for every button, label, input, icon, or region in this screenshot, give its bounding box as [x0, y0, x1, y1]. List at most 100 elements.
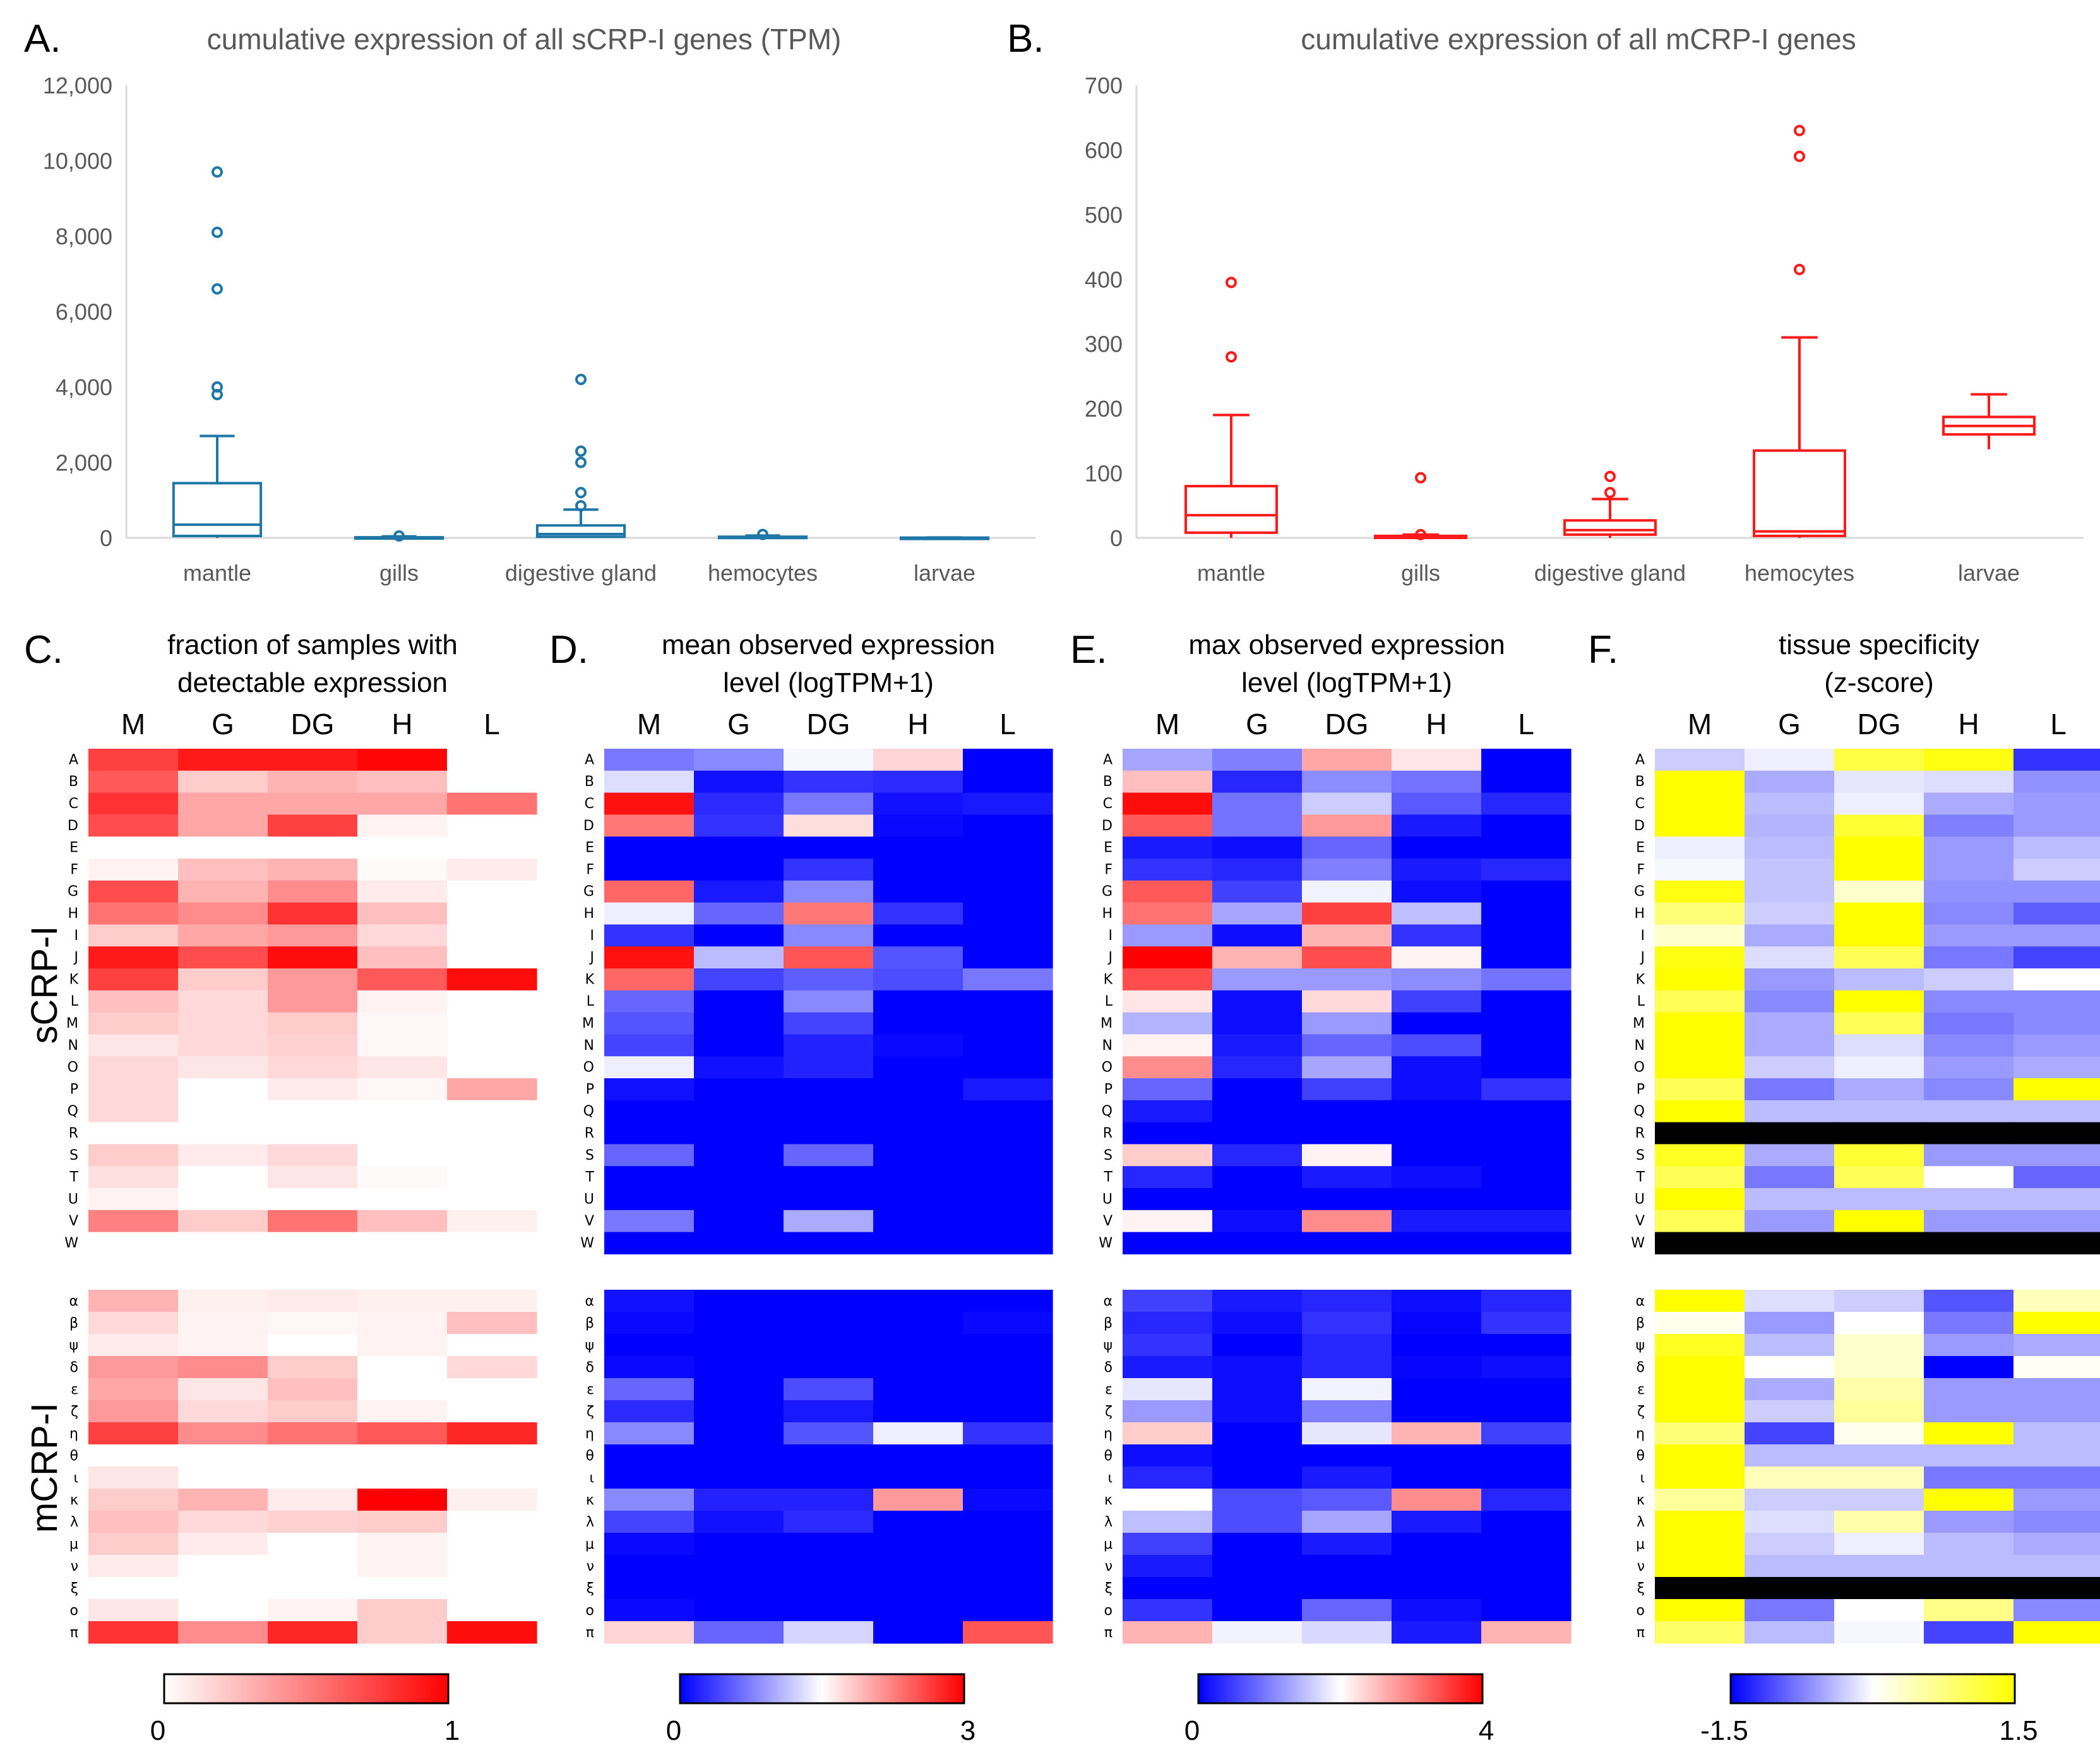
row-label: κ: [586, 1492, 594, 1508]
heatmap-cell: [447, 1444, 537, 1467]
column-header: M: [121, 708, 145, 741]
heatmap-cell: [784, 1511, 874, 1533]
heatmap-cell: [178, 1034, 268, 1057]
heatmap-cell: [604, 1056, 695, 1079]
heatmap-cell: [268, 1210, 358, 1233]
heatmap-cell: [1392, 1188, 1482, 1211]
outlier-point: [1794, 150, 1805, 162]
heatmap-cell: [694, 1356, 784, 1379]
heatmap-cell: [694, 770, 784, 794]
heatmap-cell: [268, 990, 358, 1013]
heatmap-cell: [963, 1290, 1053, 1312]
heatmap-cell: [694, 1489, 784, 1511]
heatmap-cell: [447, 814, 537, 837]
heatmap-cell: [963, 1378, 1053, 1401]
heatmap-cell: [784, 880, 874, 903]
heatmap-cell: [268, 1422, 358, 1445]
row-label: θ: [1104, 1448, 1113, 1464]
heatmap-cell: [1924, 1621, 2014, 1644]
heatmap-cell: [784, 1312, 874, 1335]
box-gills: [1374, 472, 1467, 540]
heatmap-cell: [1834, 770, 1924, 794]
heatmap-cell: [604, 1122, 695, 1145]
heatmap-cell: [1834, 1533, 1924, 1556]
heatmap-cell: [1924, 880, 2014, 903]
row-label: ο: [1104, 1603, 1113, 1619]
heatmap-cell: [357, 1489, 448, 1511]
heatmap-cell: [1392, 1144, 1482, 1167]
heatmap-cell: [963, 946, 1053, 969]
heatmap-cell: [88, 1400, 179, 1423]
heatmap-cell: [357, 1144, 448, 1167]
row-label: L: [1105, 994, 1113, 1009]
row-label: D: [68, 818, 78, 834]
heatmap-cell: [963, 1210, 1053, 1233]
heatmap-cell: [2013, 1555, 2100, 1578]
heatmap-cell: [694, 1034, 784, 1057]
heatmap-cell: [268, 1188, 358, 1211]
heatmap-cell: [1745, 946, 1835, 969]
row-label: I: [1641, 928, 1645, 944]
heatmap-title: (z-score): [1824, 667, 1934, 698]
heatmap-cell: [357, 1188, 448, 1211]
heatmap-cell: [694, 792, 784, 815]
heatmap-cell: [1481, 1100, 1572, 1123]
heatmap-cell: [178, 1290, 268, 1312]
heatmap-cell: [604, 1599, 695, 1622]
row-label: K: [69, 972, 79, 987]
heatmap-cell: [604, 1466, 695, 1489]
heatmap-cell: [1655, 1422, 1745, 1445]
heatmap-cell: [1834, 1444, 1924, 1467]
heatmap-cell: [694, 1122, 784, 1145]
heatmap-cell: [694, 1012, 784, 1035]
heatmap-cell: [268, 946, 358, 969]
heatmap-cell: [1302, 1210, 1392, 1233]
heatmap-cell: [1834, 1466, 1924, 1489]
heatmap-cell: [1302, 814, 1392, 837]
heatmap-cell: [963, 1621, 1053, 1644]
heatmap-cell: [1834, 1577, 1924, 1600]
row-label: J: [589, 950, 595, 966]
heatmap-cell: [873, 1122, 963, 1145]
heatmap-cell: [1302, 1356, 1392, 1379]
group-label-sCRP: sCRP-I: [24, 926, 65, 1044]
row-label: V: [1103, 1213, 1113, 1229]
heatmap-cell: [1481, 770, 1572, 794]
heatmap-cell: [447, 1122, 537, 1145]
heatmap-cell: [178, 770, 268, 794]
heatmap-cell: [873, 1100, 963, 1123]
heatmap-cell: [694, 1555, 784, 1578]
heatmap-cell: [963, 1144, 1053, 1167]
heatmap-cell: [1302, 1555, 1392, 1578]
box-body: [172, 482, 263, 538]
row-label: W: [580, 1235, 594, 1251]
heatmap-cell: [2013, 1034, 2100, 1057]
heatmap-cell: [2013, 1599, 2100, 1622]
heatmap-cell: [447, 1232, 537, 1254]
y-tick-label: 600: [1085, 137, 1123, 163]
row-label: I: [590, 928, 595, 944]
heatmap-cell: [1834, 1056, 1924, 1079]
heatmap-cell: [1655, 814, 1745, 837]
heatmap-cell: [178, 1078, 268, 1101]
chart-title-B: cumulative expression of all mCRP-I gene…: [1301, 23, 1856, 56]
heatmap-cell: [1302, 1466, 1392, 1489]
row-label: α: [69, 1294, 78, 1309]
heatmap-cell: [2013, 1511, 2100, 1533]
heatmap-cell: [963, 1078, 1053, 1101]
heatmap-cell: [784, 1122, 874, 1145]
heatmap-cell: [873, 1144, 963, 1167]
row-label: π: [1104, 1625, 1113, 1641]
heatmap-D: D. mean observed expression level (logTPM+…: [549, 628, 1053, 1746]
heatmap-cell: [88, 1188, 179, 1211]
heatmap-cell: [604, 1489, 695, 1511]
heatmap-cell: [604, 1034, 695, 1057]
heatmap-cell: [178, 1621, 268, 1644]
heatmap-cell: [88, 814, 179, 837]
heatmap-cell: [1302, 1078, 1392, 1101]
heatmap-cell: [1924, 859, 2014, 881]
row-label: λ: [1637, 1514, 1645, 1530]
